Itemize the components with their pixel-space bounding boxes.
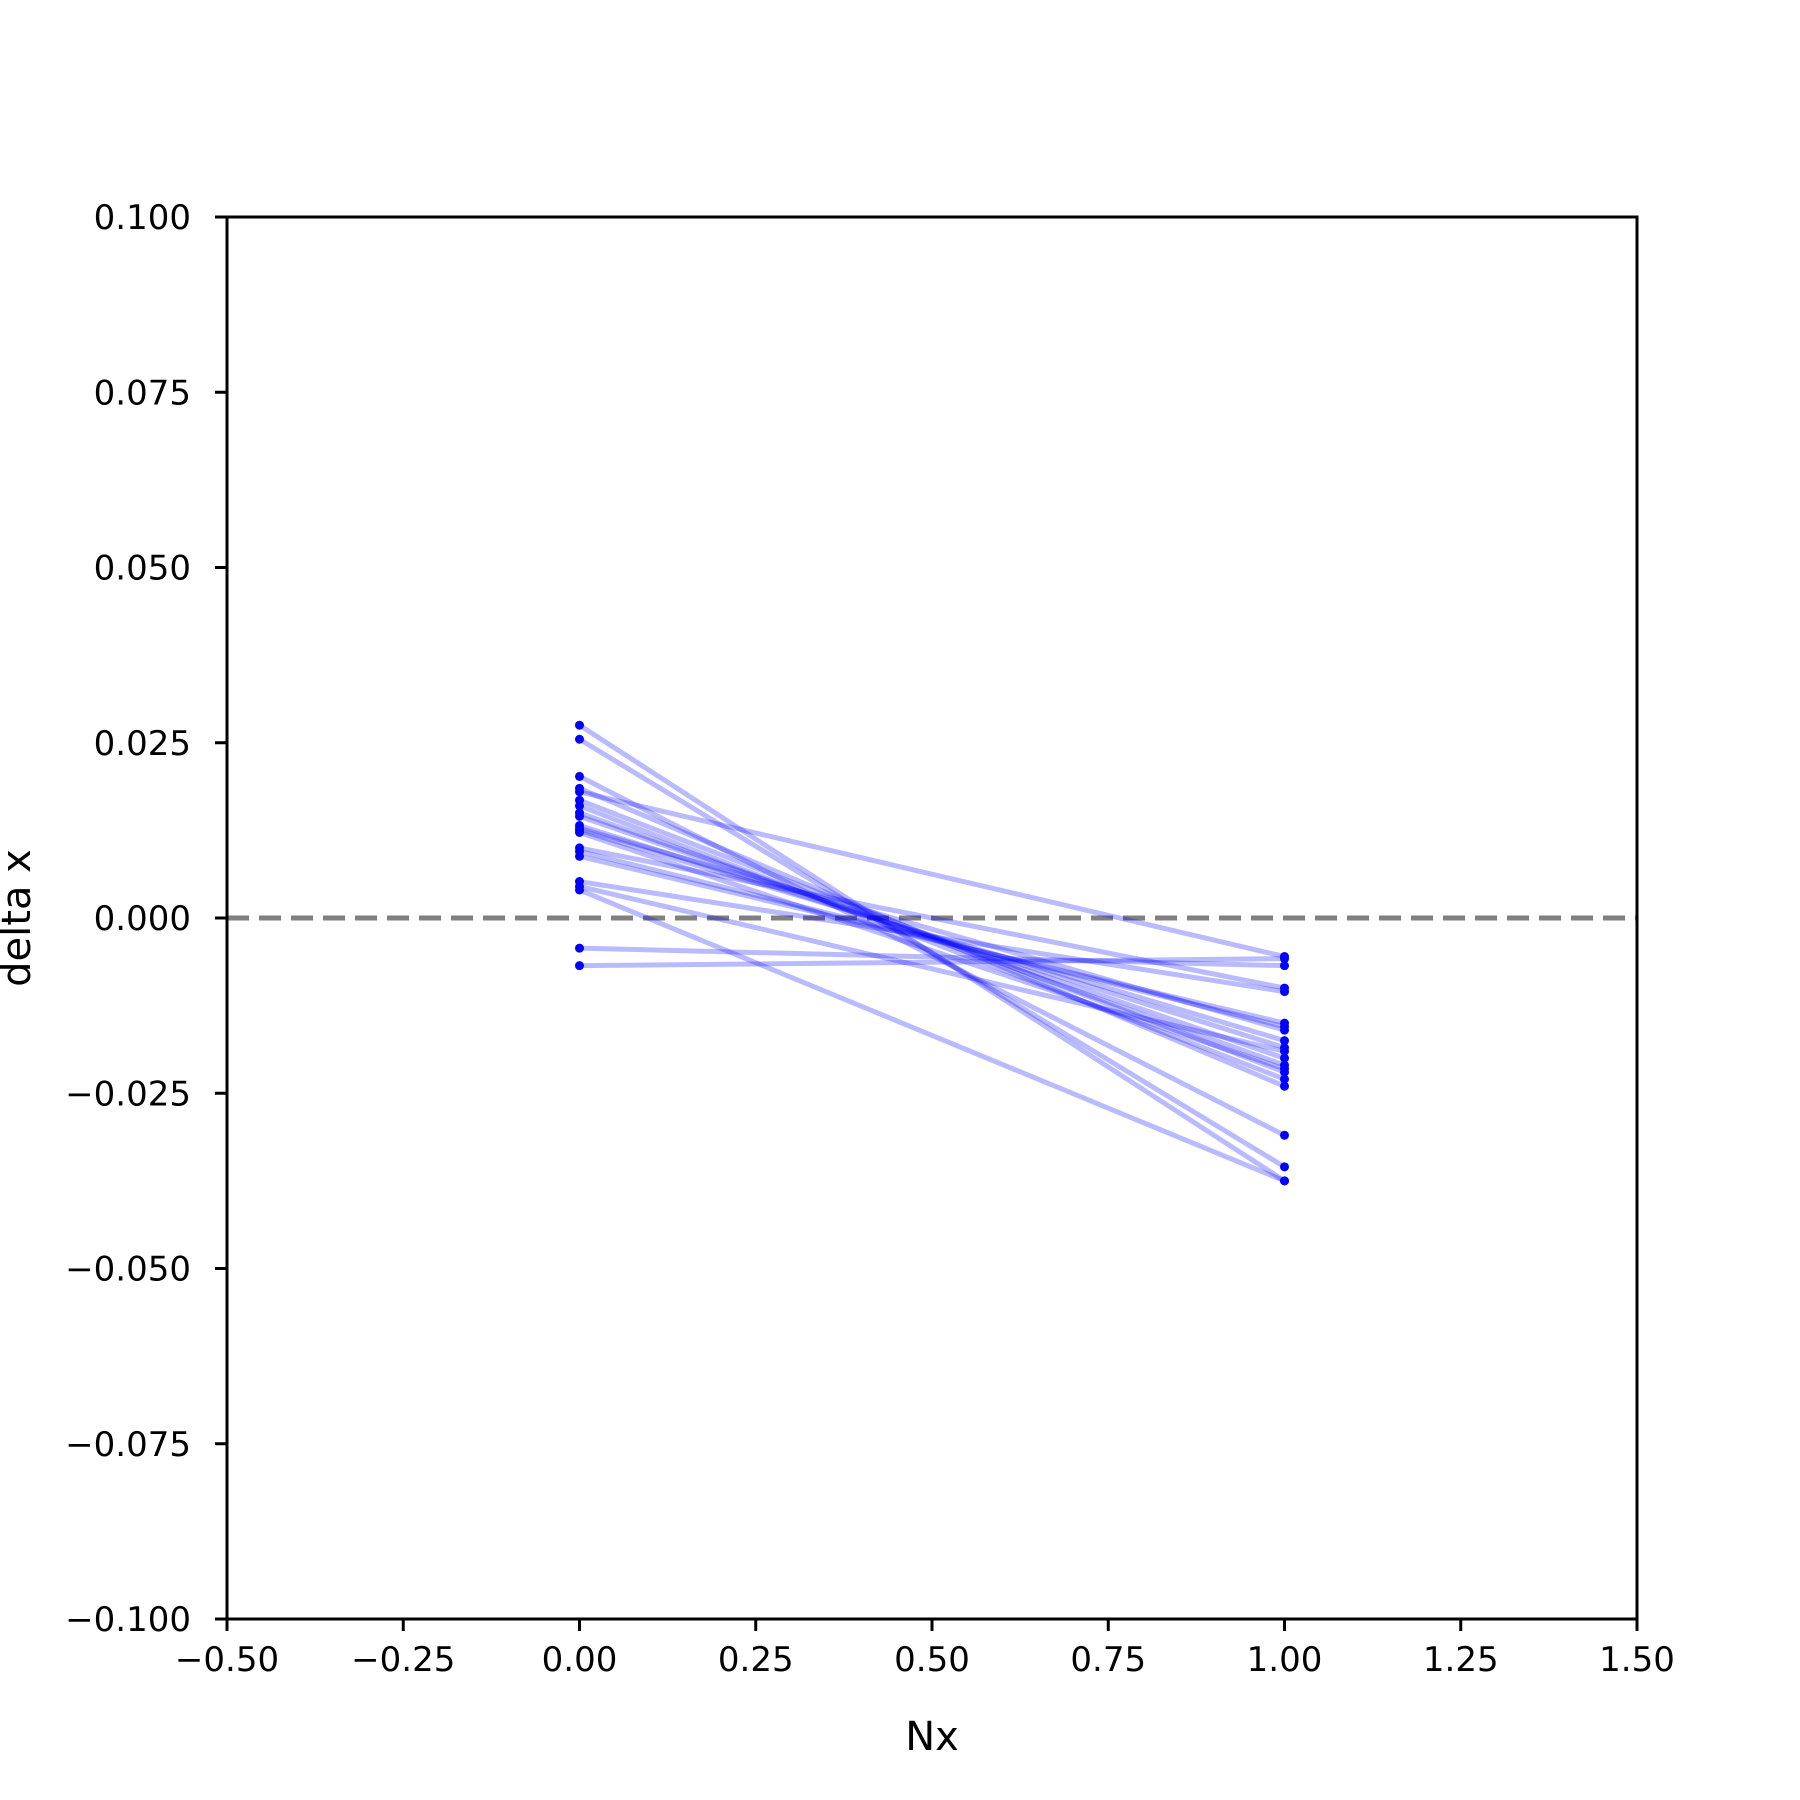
data-point-7-1 — [575, 801, 584, 811]
data-point-16-2 — [1280, 1018, 1289, 1028]
y-tick-label: 0.075 — [94, 373, 191, 413]
series-line-8 — [577, 810, 1287, 1068]
series-line-11 — [577, 825, 1287, 1033]
data-point-13-1 — [575, 827, 584, 837]
y-tick-label: −0.050 — [65, 1250, 191, 1290]
series-line-21 — [577, 956, 1287, 969]
y-tick-label: −0.025 — [65, 1074, 191, 1114]
data-point-17-2 — [1280, 987, 1289, 997]
series-line-4 — [577, 785, 1287, 1089]
series-line-16 — [577, 853, 1287, 1026]
data-point-2-2 — [1280, 1162, 1289, 1172]
data-point-19-2 — [1280, 1176, 1289, 1186]
series-line-15 — [577, 848, 1287, 1030]
x-tick-label: −0.25 — [351, 1640, 455, 1680]
data-point-9-2 — [1280, 1053, 1289, 1063]
y-tick-label: −0.075 — [65, 1425, 191, 1465]
data-point-4-2 — [1280, 1081, 1289, 1091]
x-tick-label: 0.00 — [542, 1640, 618, 1680]
data-point-21-1 — [575, 961, 584, 971]
plot-area — [227, 720, 1637, 1186]
x-axis-label: Nx — [905, 1714, 959, 1760]
series-line-6 — [577, 797, 1287, 1075]
series-line-3 — [577, 773, 1287, 1138]
y-tick-label: 0.000 — [94, 899, 191, 939]
x-tick-label: 0.50 — [894, 1640, 970, 1680]
data-point-18-2 — [1280, 1046, 1289, 1056]
x-tick-label: 0.75 — [1070, 1640, 1146, 1680]
data-point-13-2 — [1280, 1064, 1289, 1074]
data-point-5-1 — [575, 787, 584, 797]
series-line-17 — [577, 879, 1287, 995]
y-tick-label: −0.100 — [65, 1600, 191, 1640]
x-tick-label: −0.50 — [175, 1640, 279, 1680]
series-line-10 — [577, 822, 1287, 1051]
data-point-9-1 — [575, 811, 584, 821]
series-line-5 — [577, 789, 1287, 960]
data-point-2-1 — [575, 734, 584, 744]
series-line-9 — [577, 813, 1287, 1061]
y-tick-label: 0.025 — [94, 724, 191, 764]
data-point-21-2 — [1280, 954, 1289, 964]
x-tick-label: 1.00 — [1247, 1640, 1323, 1680]
axis-ticks: −0.50 −0.25 0.00 0.25 0.50 0.75 1.00 1.25 1.50 −0… — [65, 198, 1675, 1680]
series-line-19 — [577, 887, 1287, 1184]
data-point-1-1 — [575, 720, 584, 730]
y-tick-label: 0.100 — [94, 198, 191, 238]
series-line-7 — [577, 803, 1287, 1082]
x-tick-label: 1.25 — [1423, 1640, 1499, 1680]
series-line-1 — [577, 722, 1287, 1184]
data-point-19-1 — [575, 885, 584, 895]
data-point-20-2 — [1280, 961, 1289, 971]
series-line-13 — [577, 829, 1287, 1072]
series-line-20 — [577, 945, 1287, 969]
series-line-18 — [577, 883, 1287, 1054]
series-line-2 — [577, 736, 1287, 1170]
x-tick-label: 0.25 — [718, 1640, 794, 1680]
data-point-3-2 — [1280, 1130, 1289, 1140]
data-point-7-2 — [1280, 1074, 1289, 1084]
y-axis-label: delta x — [0, 849, 40, 987]
data-point-3-1 — [575, 771, 584, 781]
x-tick-label: 1.50 — [1599, 1640, 1675, 1680]
plot-frame — [225, 215, 1639, 1621]
y-tick-label: 0.050 — [94, 549, 191, 589]
data-point-16-1 — [575, 851, 584, 861]
data-point-12-2 — [1280, 1036, 1289, 1046]
series-line-14 — [577, 845, 1287, 991]
data-point-20-1 — [575, 943, 584, 953]
series-line-12 — [577, 827, 1287, 1044]
